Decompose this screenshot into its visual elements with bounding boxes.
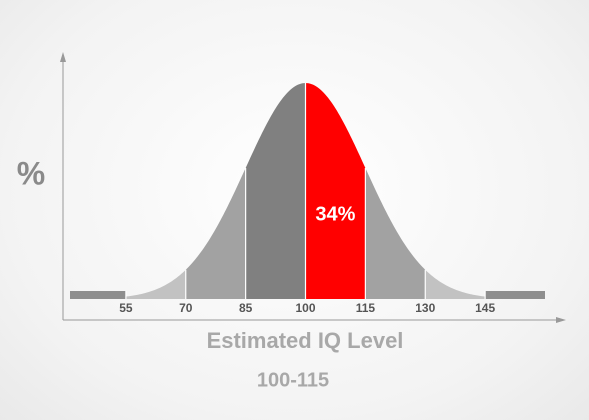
- band: [125, 269, 186, 299]
- x-tick-label: 70: [179, 301, 193, 315]
- x-tick-label: 100: [295, 301, 315, 315]
- y-axis-label: %: [17, 155, 45, 191]
- x-tick-label: 145: [475, 301, 495, 315]
- y-axis-arrow: [60, 52, 66, 62]
- x-tick-label: 115: [356, 301, 376, 315]
- x-tick-label: 55: [119, 301, 133, 315]
- tail-bar: [70, 291, 126, 299]
- subtitle: 100-115: [257, 369, 329, 391]
- x-tick-label: 85: [239, 301, 253, 315]
- highlight-band: [305, 83, 366, 299]
- x-tick-label: 130: [415, 301, 435, 315]
- x-axis-arrow: [556, 317, 566, 323]
- band: [245, 83, 306, 299]
- axes: [60, 52, 566, 323]
- x-axis-label: Estimated IQ Level: [207, 328, 404, 353]
- data-label: 34%: [315, 203, 355, 225]
- tail-bar: [485, 291, 545, 299]
- band: [365, 167, 426, 299]
- band: [185, 167, 246, 299]
- band: [425, 269, 486, 299]
